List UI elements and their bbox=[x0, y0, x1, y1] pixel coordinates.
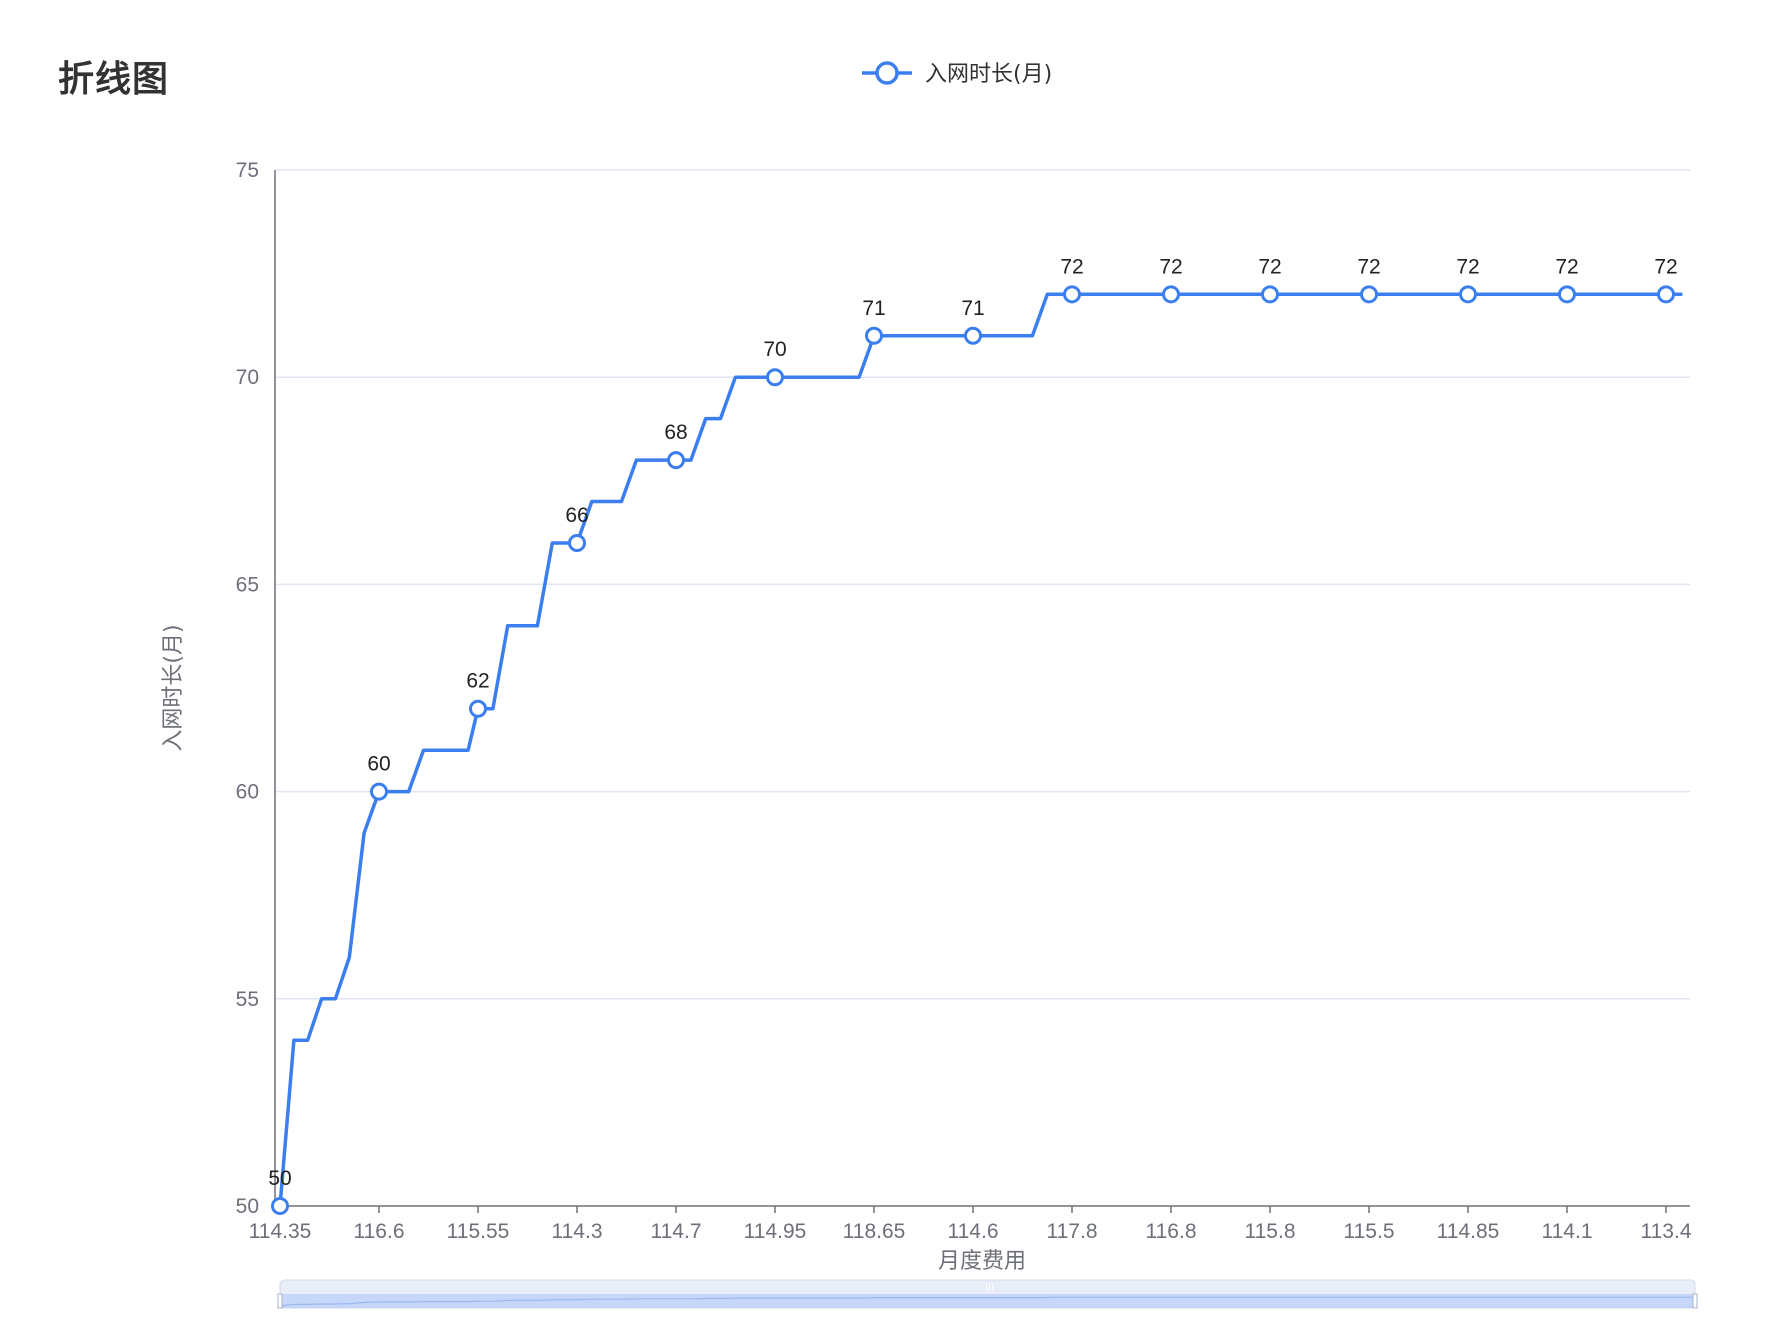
grid-lines bbox=[275, 169, 1690, 1000]
data-label: 72 bbox=[1159, 255, 1182, 278]
data-label: 60 bbox=[367, 753, 390, 776]
y-tick-label: 55 bbox=[236, 988, 259, 1011]
data-point-marker[interactable] bbox=[964, 326, 982, 345]
series-line-group bbox=[278, 292, 1683, 1208]
data-label: 72 bbox=[1060, 255, 1083, 278]
page-title: 折线图 bbox=[58, 59, 170, 100]
x-tick-label: 114.95 bbox=[744, 1220, 807, 1243]
y-tick-label: 65 bbox=[236, 573, 259, 596]
x-tick-labels: 114.35 116.6 115.55 114.3 114.7 114.95 118.65 1… bbox=[249, 1206, 1692, 1243]
y-tick-labels: 50 55 60 65 70 75 bbox=[236, 159, 259, 1218]
y-tick-label: 60 bbox=[236, 781, 259, 804]
data-zoom-preview bbox=[279, 1296, 1695, 1307]
x-tick-label: 117.8 bbox=[1047, 1220, 1098, 1243]
data-label: 62 bbox=[466, 670, 489, 693]
data-label: 72 bbox=[1456, 255, 1479, 278]
data-label: 72 bbox=[1258, 255, 1281, 278]
data-label: 72 bbox=[1654, 255, 1677, 278]
y-tick-label: 70 bbox=[236, 366, 259, 389]
x-tick-label: 118.65 bbox=[843, 1220, 906, 1243]
data-point-marker[interactable] bbox=[667, 451, 685, 470]
data-zoom-slider[interactable]: III bbox=[277, 1279, 1698, 1309]
data-zoom-selection[interactable] bbox=[280, 1294, 1695, 1308]
data-point-marker[interactable] bbox=[1360, 285, 1378, 304]
data-label: 72 bbox=[1555, 255, 1578, 278]
y-axis-label: 入网时长(月) bbox=[161, 624, 186, 751]
x-tick-label: 113.4 bbox=[1641, 1220, 1692, 1243]
data-label: 71 bbox=[961, 297, 984, 320]
data-label: 50 bbox=[268, 1167, 291, 1190]
data-point-marker[interactable] bbox=[1261, 285, 1279, 304]
data-point-marker[interactable] bbox=[766, 368, 784, 387]
x-tick-label: 114.85 bbox=[1437, 1220, 1500, 1243]
y-tick-label: 50 bbox=[236, 1195, 259, 1218]
x-tick-label: 114.6 bbox=[948, 1220, 999, 1243]
y-tick-label: 75 bbox=[236, 159, 259, 182]
x-tick-label: 115.8 bbox=[1245, 1220, 1296, 1243]
data-zoom-drag-grip-icon[interactable]: III bbox=[985, 1282, 994, 1293]
axes bbox=[274, 170, 1690, 1207]
x-tick-label: 115.5 bbox=[1344, 1220, 1395, 1243]
x-axis-label: 月度费用 bbox=[938, 1249, 1026, 1274]
data-point-marker[interactable] bbox=[1162, 285, 1180, 304]
data-point-marker[interactable] bbox=[865, 326, 883, 345]
x-tick-label: 116.8 bbox=[1146, 1220, 1197, 1243]
x-tick-label: 114.7 bbox=[651, 1220, 702, 1243]
x-tick-label: 114.3 bbox=[552, 1220, 603, 1243]
data-point-marker[interactable] bbox=[1558, 285, 1576, 304]
data-labels: 50 60 62 66 68 70 71 71 72 72 72 72 72 72 72 bbox=[268, 255, 1677, 1190]
legend[interactable]: 入网时长(月) bbox=[862, 61, 1052, 87]
x-tick-label: 114.35 bbox=[249, 1220, 312, 1243]
data-point-marker[interactable] bbox=[1657, 285, 1675, 304]
data-point-marker[interactable] bbox=[370, 782, 388, 801]
data-point-marker[interactable] bbox=[1459, 285, 1477, 304]
x-tick-label: 114.1 bbox=[1542, 1220, 1593, 1243]
data-point-marker[interactable] bbox=[1063, 285, 1081, 304]
data-zoom-left-handle[interactable] bbox=[277, 1293, 283, 1309]
legend-label[interactable]: 入网时长(月) bbox=[925, 62, 1052, 87]
data-point-marker[interactable] bbox=[568, 533, 586, 552]
data-label: 66 bbox=[565, 504, 588, 527]
data-zoom-right-handle[interactable] bbox=[1692, 1293, 1698, 1309]
x-tick-label: 115.55 bbox=[447, 1220, 510, 1243]
data-point-marker[interactable] bbox=[469, 699, 487, 718]
data-label: 72 bbox=[1357, 255, 1380, 278]
data-markers[interactable] bbox=[271, 285, 1675, 1215]
series-line bbox=[278, 292, 1683, 1208]
data-label: 71 bbox=[862, 297, 885, 320]
data-label: 70 bbox=[763, 338, 786, 361]
data-label: 68 bbox=[664, 421, 687, 444]
x-tick-label: 116.6 bbox=[354, 1220, 405, 1243]
legend-marker-icon bbox=[875, 61, 899, 85]
data-point-marker[interactable] bbox=[271, 1197, 289, 1215]
